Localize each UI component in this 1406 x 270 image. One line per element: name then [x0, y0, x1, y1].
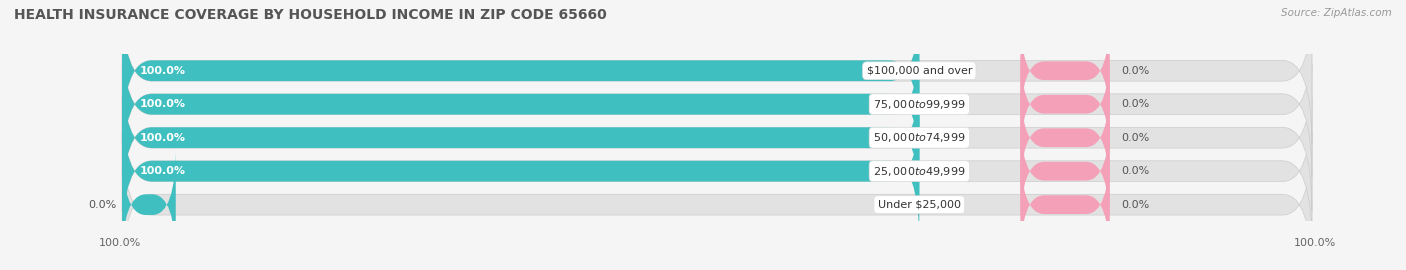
Text: 0.0%: 0.0%: [89, 200, 117, 210]
Text: 100.0%: 100.0%: [98, 238, 141, 248]
Text: 100.0%: 100.0%: [141, 133, 186, 143]
FancyBboxPatch shape: [122, 98, 920, 245]
Text: $100,000 and over: $100,000 and over: [866, 66, 972, 76]
Text: 100.0%: 100.0%: [141, 166, 186, 176]
Text: HEALTH INSURANCE COVERAGE BY HOUSEHOLD INCOME IN ZIP CODE 65660: HEALTH INSURANCE COVERAGE BY HOUSEHOLD I…: [14, 8, 607, 22]
FancyBboxPatch shape: [1021, 147, 1109, 262]
Text: 0.0%: 0.0%: [1122, 66, 1150, 76]
Legend: With Coverage, Without Coverage: With Coverage, Without Coverage: [586, 268, 848, 270]
Text: 100.0%: 100.0%: [141, 99, 186, 109]
Text: 0.0%: 0.0%: [1122, 99, 1150, 109]
Text: 100.0%: 100.0%: [141, 66, 186, 76]
Text: $25,000 to $49,999: $25,000 to $49,999: [873, 165, 966, 178]
Text: 0.0%: 0.0%: [1122, 200, 1150, 210]
FancyBboxPatch shape: [122, 31, 1312, 178]
FancyBboxPatch shape: [122, 31, 920, 178]
Text: 0.0%: 0.0%: [1122, 133, 1150, 143]
FancyBboxPatch shape: [122, 0, 1312, 144]
Text: $75,000 to $99,999: $75,000 to $99,999: [873, 98, 966, 111]
FancyBboxPatch shape: [1021, 80, 1109, 195]
Text: Under $25,000: Under $25,000: [877, 200, 960, 210]
FancyBboxPatch shape: [1021, 47, 1109, 162]
FancyBboxPatch shape: [1021, 114, 1109, 229]
Text: $50,000 to $74,999: $50,000 to $74,999: [873, 131, 966, 144]
FancyBboxPatch shape: [122, 64, 920, 211]
Text: 100.0%: 100.0%: [1294, 238, 1336, 248]
FancyBboxPatch shape: [122, 131, 1312, 270]
Text: 0.0%: 0.0%: [1122, 166, 1150, 176]
FancyBboxPatch shape: [122, 148, 176, 261]
Text: Source: ZipAtlas.com: Source: ZipAtlas.com: [1281, 8, 1392, 18]
FancyBboxPatch shape: [122, 98, 1312, 245]
FancyBboxPatch shape: [122, 0, 920, 144]
FancyBboxPatch shape: [1021, 13, 1109, 128]
FancyBboxPatch shape: [122, 64, 1312, 211]
